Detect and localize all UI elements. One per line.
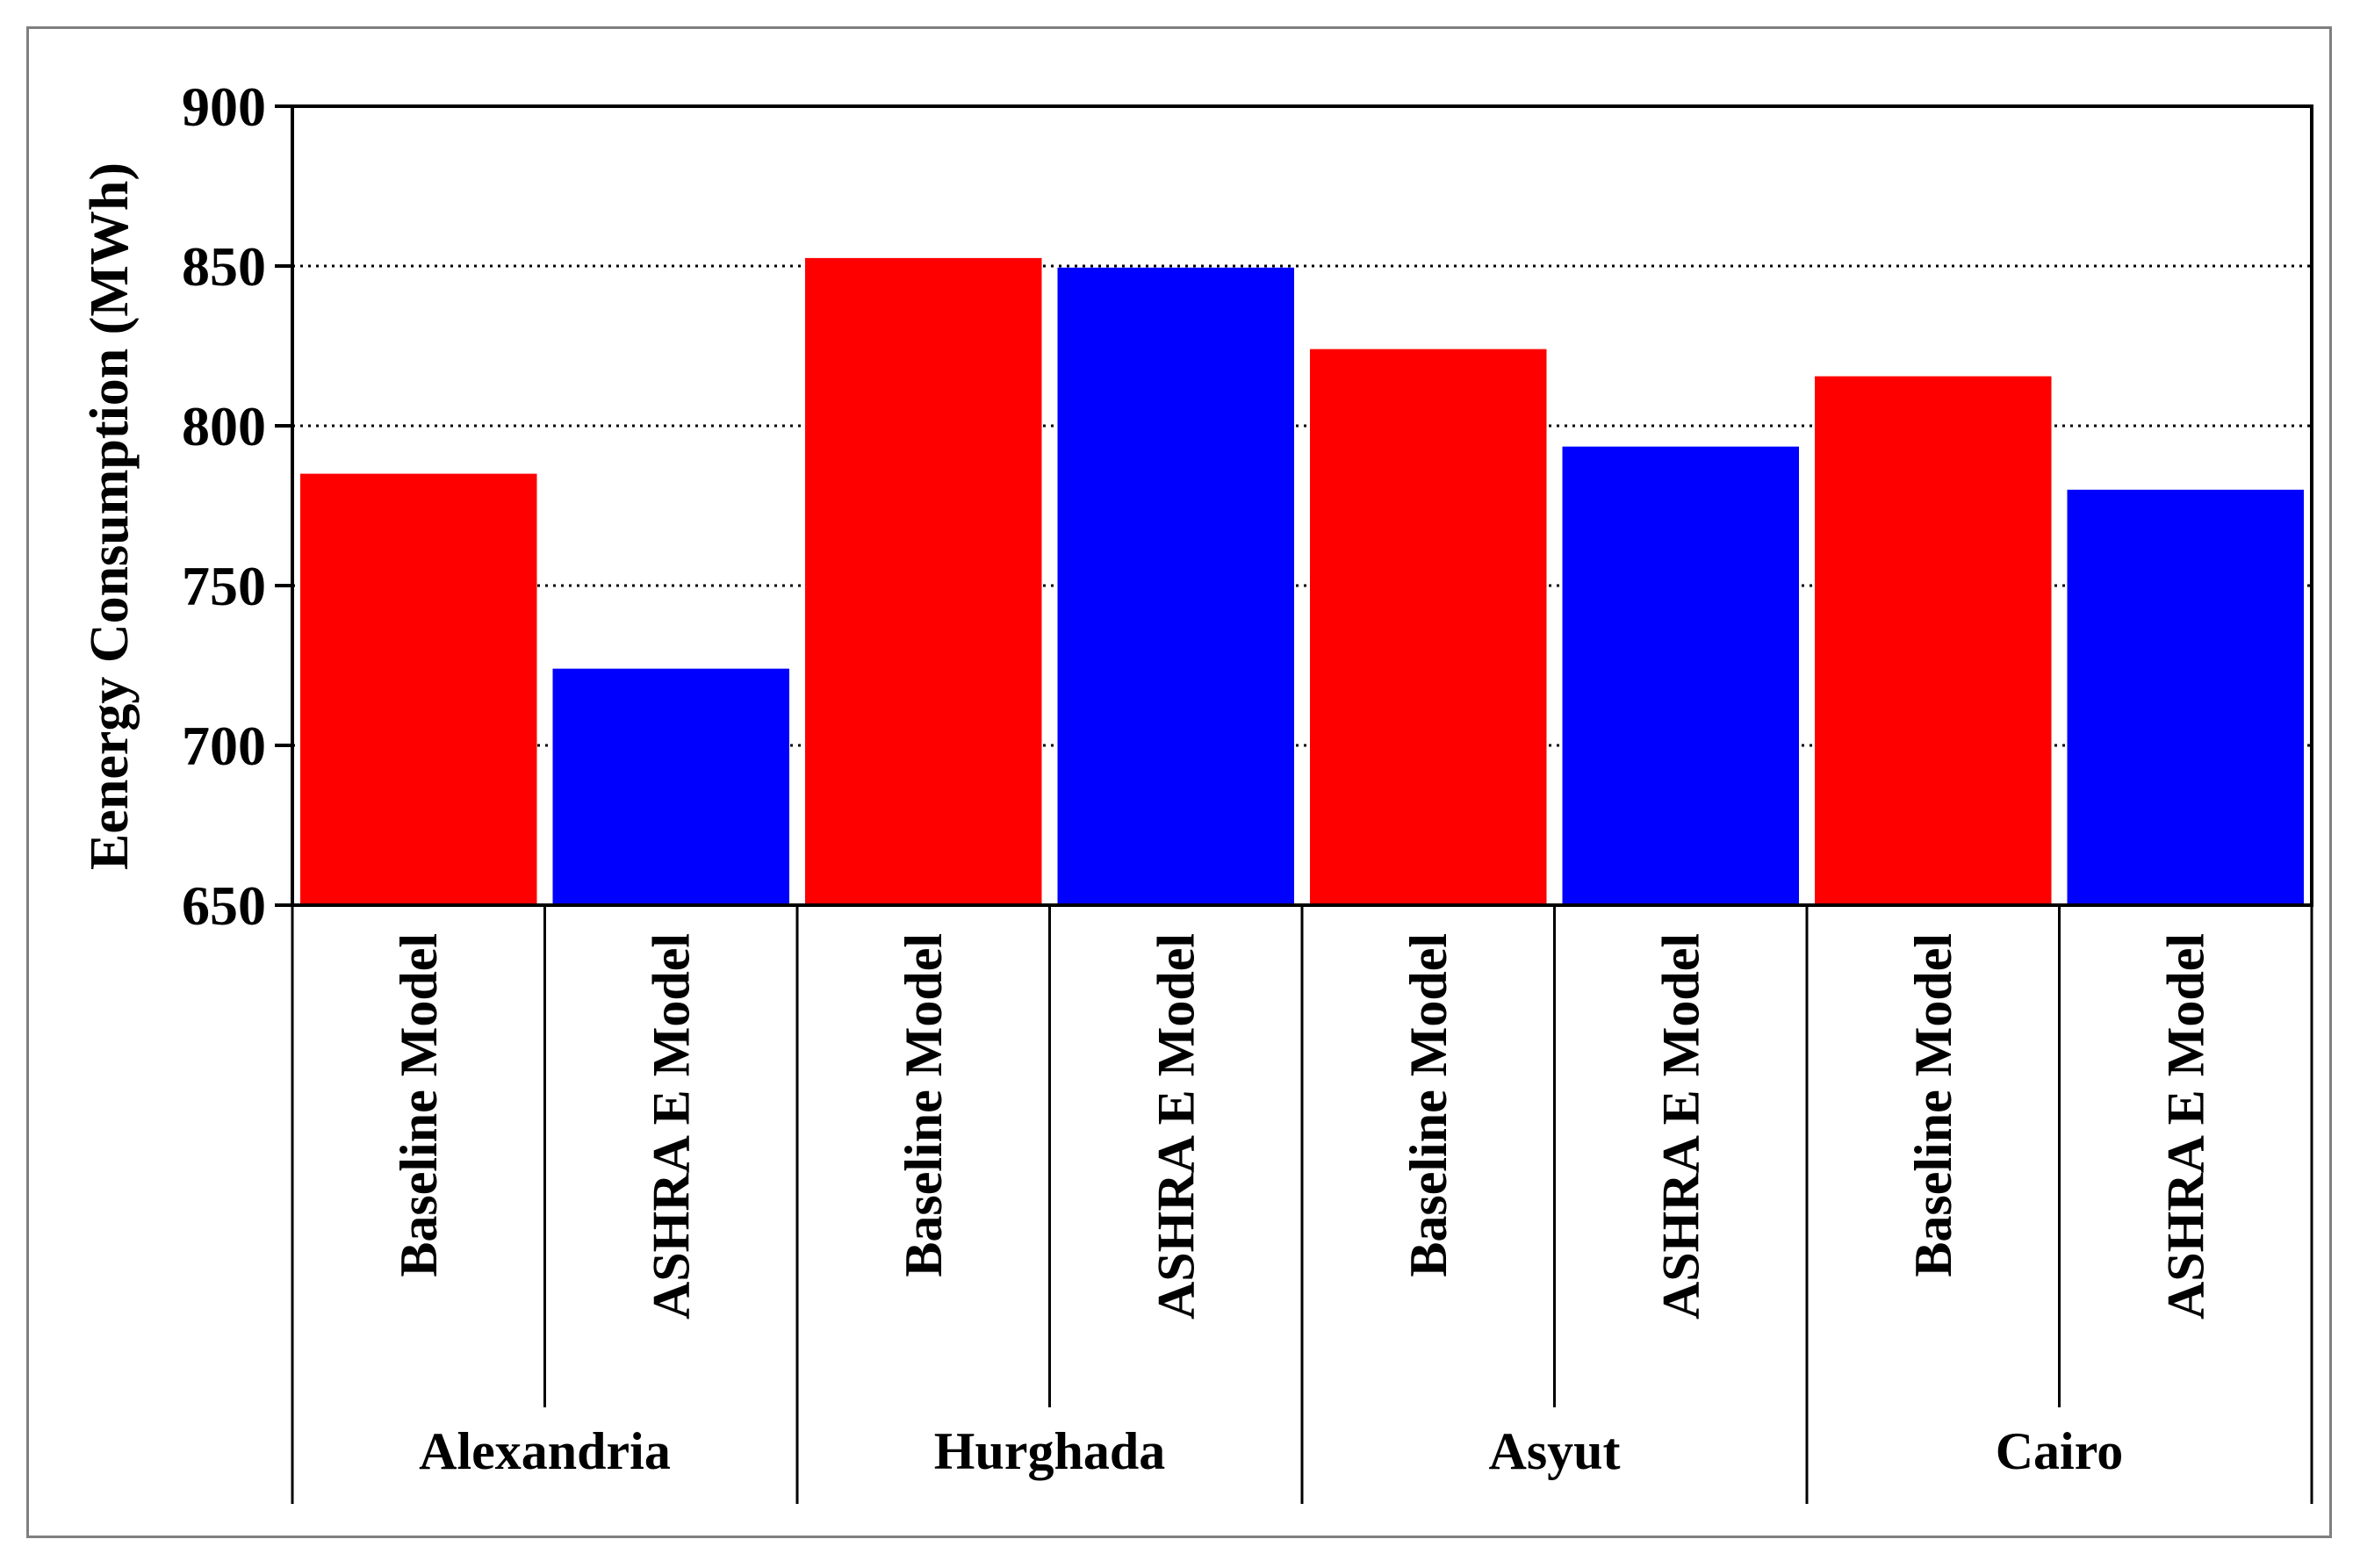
y-tick-label-800: 800: [182, 395, 266, 457]
y-tick-label-850: 850: [182, 235, 266, 298]
x-bar-label-cairo-ashrae: ASHRA E Model: [2156, 933, 2214, 1320]
bar-alexandria-baseline: [300, 473, 537, 905]
y-tick-label-900: 900: [182, 76, 266, 138]
y-tick-label-750: 750: [182, 555, 266, 617]
x-bar-label-asyut-ashrae: ASHRA E Model: [1651, 933, 1709, 1320]
y-tick-label-650: 650: [182, 874, 266, 937]
y-axis-title: Eenergy Consumption (MWh): [80, 162, 140, 870]
x-bar-label-alexandria-baseline: Baseline Model: [390, 933, 448, 1277]
bars: [300, 257, 2304, 906]
x-group-label-hurghada: Hurghada: [934, 1422, 1165, 1480]
bar-alexandria-ashrae: [552, 668, 789, 905]
x-group-label-alexandria: Alexandria: [419, 1422, 671, 1480]
y-tick-label-700: 700: [182, 715, 266, 777]
x-group-label-asyut: Asyut: [1488, 1422, 1620, 1480]
x-bar-label-hurghada-baseline: Baseline Model: [895, 933, 953, 1277]
x-bar-label-hurghada-ashrae: ASHRA E Model: [1147, 933, 1205, 1320]
x-category-labels: Baseline Model ASHRA E Model Alexandria Bas…: [390, 933, 2215, 1480]
y-tick-labels: 650 700 750 800 850 900: [182, 76, 266, 937]
axes: [275, 104, 2313, 1504]
x-bar-label-asyut-baseline: Baseline Model: [1399, 933, 1457, 1277]
bar-cairo-ashrae: [2067, 489, 2304, 905]
bar-asyut-ashrae: [1562, 446, 1799, 905]
bar-asyut-baseline: [1310, 349, 1547, 905]
bar-hurghada-baseline: [805, 257, 1042, 905]
x-bar-label-alexandria-ashrae: ASHRA E Model: [642, 933, 700, 1320]
bar-hurghada-ashrae: [1057, 267, 1294, 905]
x-bar-label-cairo-baseline: Baseline Model: [1904, 933, 1962, 1277]
bar-cairo-baseline: [1815, 376, 2052, 906]
chart-frame: 650 700 750 800 850 900 Baseline Model ASHRA E…: [26, 26, 2332, 1538]
x-group-label-cairo: Cairo: [1996, 1422, 2124, 1480]
bar-chart: 650 700 750 800 850 900 Baseline Model ASHRA E…: [80, 76, 2313, 1504]
